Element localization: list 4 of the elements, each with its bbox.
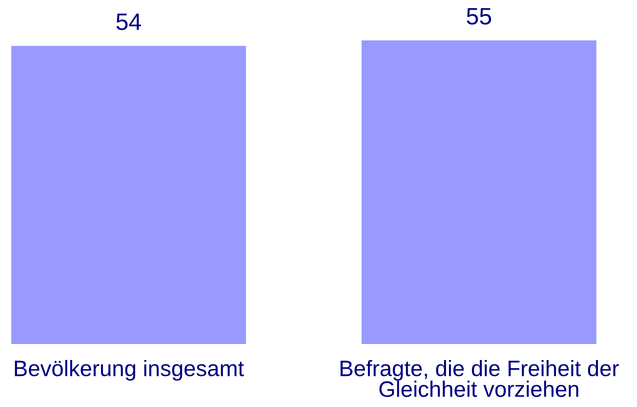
data-label: 54 xyxy=(116,14,142,30)
x-tick-label: Bevölkerung insgesamt xyxy=(14,360,244,381)
data-label: 55 xyxy=(466,8,492,25)
x-tick-label: Befragte, die die Freiheit der Gleichheit vorziehen xyxy=(340,360,619,398)
